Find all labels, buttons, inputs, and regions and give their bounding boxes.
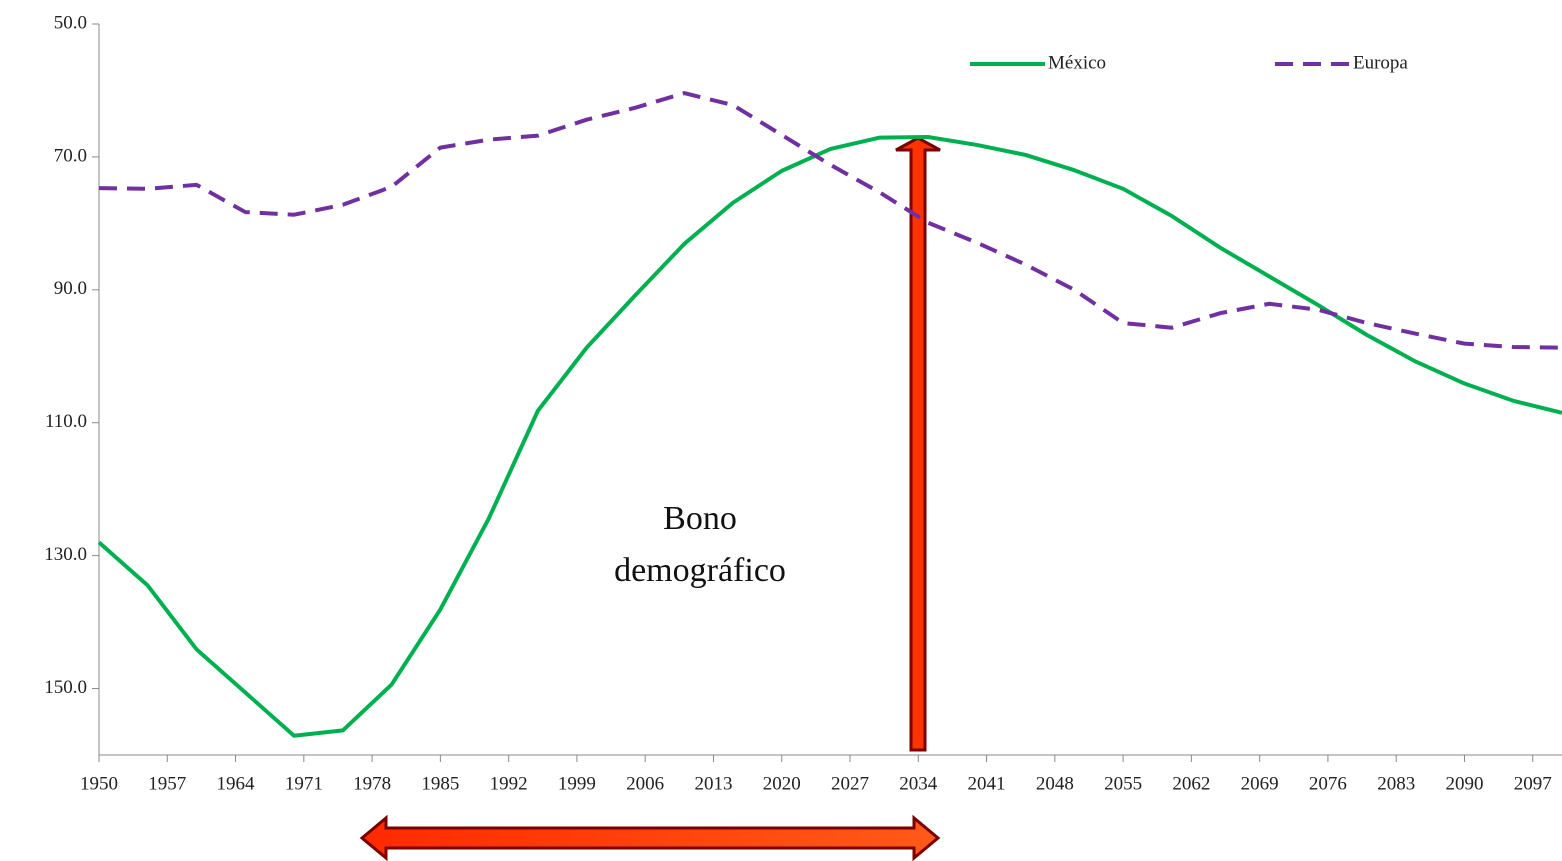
y-tick-label: 70.0 bbox=[54, 145, 87, 166]
series-line bbox=[98, 91, 1562, 350]
y-tick-label: 130.0 bbox=[44, 544, 87, 565]
y-tick-label: 150.0 bbox=[44, 677, 87, 698]
annotation: Bono bbox=[663, 500, 737, 537]
x-tick-label: 2041 bbox=[968, 773, 1006, 794]
x-tick-label: 1964 bbox=[217, 773, 256, 794]
x-tick-label: 2069 bbox=[1241, 773, 1279, 794]
x-tick-label: 2090 bbox=[1445, 773, 1483, 794]
x-tick-label: 2034 bbox=[899, 773, 938, 794]
x-tick-label: 2020 bbox=[763, 773, 801, 794]
y-tick-label: 110.0 bbox=[45, 411, 87, 432]
series-line bbox=[97, 134, 1562, 738]
x-tick-label: 1978 bbox=[353, 773, 391, 794]
x-tick-label: 1957 bbox=[148, 773, 186, 794]
x-tick-label: 2048 bbox=[1036, 773, 1074, 794]
y-tick-label: 50.0 bbox=[54, 12, 87, 33]
x-tick-label: 1992 bbox=[490, 773, 528, 794]
range-arrow bbox=[359, 814, 941, 861]
x-tick-label: 2006 bbox=[626, 773, 664, 794]
annotation: demográfico bbox=[614, 552, 786, 589]
x-tick-label: 1971 bbox=[285, 773, 323, 794]
x-tick-label: 2076 bbox=[1309, 773, 1347, 794]
y-tick-label: 90.0 bbox=[54, 278, 87, 299]
x-tick-label: 1950 bbox=[80, 773, 118, 794]
x-tick-label: 1999 bbox=[558, 773, 596, 794]
x-tick-label: 2083 bbox=[1377, 773, 1415, 794]
x-tick-label: 2055 bbox=[1104, 773, 1142, 794]
x-tick-label: 2062 bbox=[1172, 773, 1210, 794]
x-tick-label: 2097 bbox=[1514, 773, 1552, 794]
vertical-arrow bbox=[895, 136, 941, 752]
x-tick-label: 1985 bbox=[421, 773, 459, 794]
legend-label: Europa bbox=[1353, 52, 1408, 73]
x-tick-label: 2027 bbox=[831, 773, 869, 794]
x-tick-label: 2013 bbox=[694, 773, 732, 794]
legend-label: México bbox=[1048, 52, 1106, 73]
